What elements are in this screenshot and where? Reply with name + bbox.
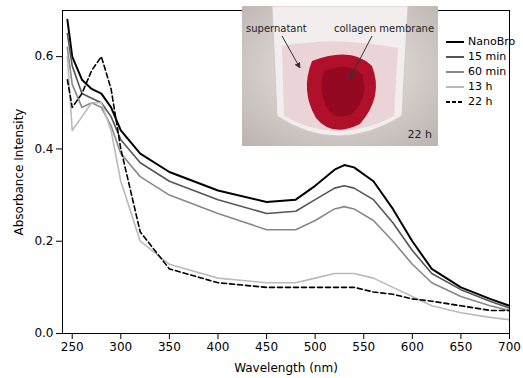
html-text:13 h: 13 h xyxy=(468,80,493,93)
html-text:15 min: 15 min xyxy=(468,50,507,63)
svg-text:0.2: 0.2 xyxy=(34,234,53,248)
html-text:22 h: 22 h xyxy=(468,95,493,108)
html-text:60 min: 60 min xyxy=(468,65,507,78)
svg-text:650: 650 xyxy=(449,340,472,354)
svg-text:supernatant: supernatant xyxy=(246,23,307,34)
svg-text:0.6: 0.6 xyxy=(34,49,53,63)
svg-text:500: 500 xyxy=(304,340,327,354)
svg-text:300: 300 xyxy=(109,340,132,354)
svg-text:350: 350 xyxy=(158,340,181,354)
svg-text:0.4: 0.4 xyxy=(34,142,53,156)
html-text:NanoBro: NanoBro xyxy=(468,35,516,48)
svg-text:600: 600 xyxy=(401,340,424,354)
svg-text:collagen membrane: collagen membrane xyxy=(334,23,434,34)
svg-text:450: 450 xyxy=(255,340,278,354)
svg-text:22 h: 22 h xyxy=(408,128,432,141)
svg-text:400: 400 xyxy=(207,340,230,354)
svg-text:Wavelength (nm): Wavelength (nm) xyxy=(234,361,338,375)
svg-text:250: 250 xyxy=(61,340,84,354)
svg-text:550: 550 xyxy=(352,340,375,354)
svg-text:0.0: 0.0 xyxy=(34,326,53,340)
svg-text:Absorbance Intensity: Absorbance Intensity xyxy=(12,109,26,236)
svg-text:700: 700 xyxy=(498,340,521,354)
